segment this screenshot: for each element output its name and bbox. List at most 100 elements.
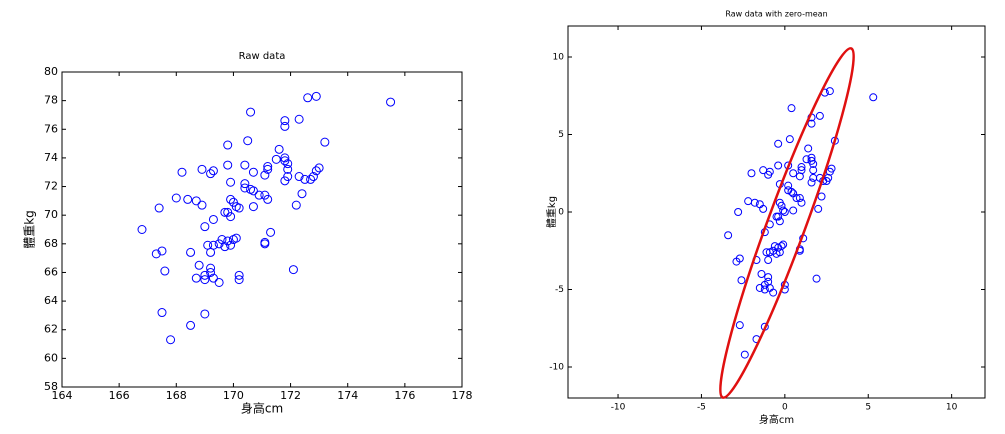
point xyxy=(234,275,244,285)
point xyxy=(186,320,196,330)
point xyxy=(764,256,773,265)
point xyxy=(197,200,207,210)
point xyxy=(314,163,324,173)
point xyxy=(294,172,304,182)
point xyxy=(807,153,816,162)
x-tick-label: 176 xyxy=(394,389,415,402)
point xyxy=(869,93,878,102)
point xyxy=(780,208,789,216)
point xyxy=(297,189,307,199)
chart-title: Raw data with zero-mean xyxy=(725,10,827,19)
x-tick-label: 174 xyxy=(337,389,358,402)
point xyxy=(735,321,744,330)
point xyxy=(809,173,818,182)
y-tick-label: 78 xyxy=(44,94,58,107)
point xyxy=(306,174,316,184)
point xyxy=(764,273,773,282)
y-tick-label: 5 xyxy=(558,130,564,140)
x-tick-label: 164 xyxy=(52,389,73,402)
point xyxy=(137,225,147,234)
y-tick-label: 64 xyxy=(44,294,58,307)
point xyxy=(280,156,290,166)
covariance-ellipse xyxy=(719,47,855,399)
point xyxy=(762,248,771,257)
point xyxy=(817,192,826,201)
point xyxy=(200,222,210,232)
point xyxy=(226,177,236,187)
y-tick-label: 74 xyxy=(44,151,58,164)
y-tick-label: 10 xyxy=(553,53,565,63)
point xyxy=(220,207,230,217)
point xyxy=(283,159,293,169)
point xyxy=(183,194,193,204)
point xyxy=(750,198,759,207)
point xyxy=(200,270,210,280)
y-tick-label: 0 xyxy=(558,208,564,218)
point xyxy=(784,181,793,190)
point xyxy=(200,275,210,285)
point xyxy=(744,197,753,206)
point xyxy=(154,203,164,213)
point xyxy=(283,172,293,182)
point xyxy=(240,160,250,170)
x-tick-label: 172 xyxy=(280,389,301,402)
y-tick-label: 76 xyxy=(44,122,58,135)
point xyxy=(263,162,273,171)
point xyxy=(797,163,806,172)
point xyxy=(208,166,218,176)
point xyxy=(807,156,816,165)
y-tick-label: 60 xyxy=(44,351,58,364)
x-tick-label: 170 xyxy=(223,389,244,402)
x-tick-label: 168 xyxy=(166,389,187,402)
y-tick-label: 66 xyxy=(44,265,58,278)
point xyxy=(809,166,818,175)
y-tick-label: 58 xyxy=(44,380,58,393)
point xyxy=(757,270,766,278)
point xyxy=(194,260,204,270)
point xyxy=(197,164,207,174)
point xyxy=(240,183,250,193)
point xyxy=(280,121,290,131)
point xyxy=(200,309,210,319)
axes-frame xyxy=(567,25,986,399)
point xyxy=(308,172,318,182)
point xyxy=(203,240,213,250)
point xyxy=(732,257,741,266)
point xyxy=(787,104,796,113)
point xyxy=(797,166,806,175)
point xyxy=(248,167,258,177)
point xyxy=(246,107,256,117)
point xyxy=(760,285,769,294)
point xyxy=(774,212,783,221)
point xyxy=(263,164,273,174)
point xyxy=(784,186,793,195)
point xyxy=(274,144,284,154)
point xyxy=(271,154,281,164)
y-axis-label: 體重kg xyxy=(23,210,37,249)
x-tick-label: 0 xyxy=(782,403,788,413)
point xyxy=(774,139,783,148)
point xyxy=(294,114,304,124)
y-tick-label: 72 xyxy=(44,180,58,193)
y-tick-label: 80 xyxy=(44,65,58,78)
point xyxy=(283,164,293,174)
point xyxy=(246,184,256,194)
point xyxy=(248,202,258,212)
point xyxy=(386,97,396,107)
point xyxy=(779,240,788,249)
point xyxy=(223,236,233,246)
point xyxy=(191,196,201,206)
point xyxy=(223,207,233,217)
x-tick-label: 166 xyxy=(109,389,130,402)
point xyxy=(260,190,270,200)
point xyxy=(226,194,236,204)
x-axis-label: 身高cm xyxy=(759,413,794,426)
x-tick-label: 178 xyxy=(452,389,473,402)
point xyxy=(311,166,321,176)
y-axis-label: 體重kg xyxy=(545,196,558,228)
point xyxy=(789,169,798,178)
point xyxy=(774,161,783,170)
point xyxy=(785,135,794,144)
point xyxy=(260,237,270,247)
point xyxy=(160,266,170,276)
